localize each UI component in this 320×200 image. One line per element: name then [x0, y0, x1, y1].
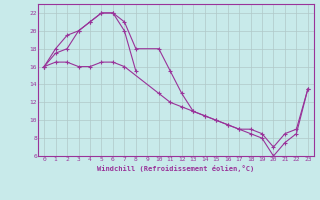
X-axis label: Windchill (Refroidissement éolien,°C): Windchill (Refroidissement éolien,°C)	[97, 165, 255, 172]
